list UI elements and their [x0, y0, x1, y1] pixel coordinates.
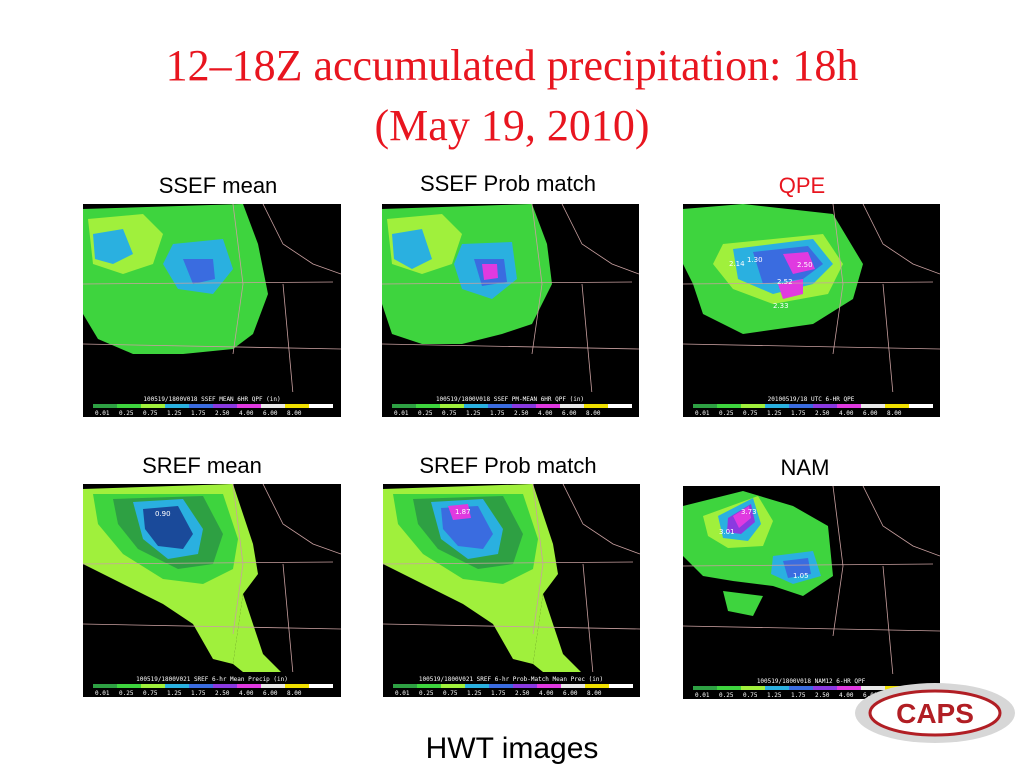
caption-ssef-mean: 100519/1800V018 SSEF MEAN 6HR QPF (in): [143, 396, 280, 403]
svg-text:0.010.250.751.251.752.504.006.: 0.010.250.751.251.752.504.006.008.00: [95, 410, 302, 417]
nam-value-2: 3.01: [719, 528, 735, 536]
qpe-value-2: 1.30: [747, 256, 763, 264]
sref-prob-match-value: 1.87: [455, 508, 471, 516]
slide-title-line2: (May 19, 2010): [374, 101, 650, 150]
panel-label-qpe: QPE: [778, 173, 826, 198]
map-panel-qpe: 2.14 1.30 2.50 2.52 2.33 20100519/18 UTC…: [683, 204, 940, 417]
caps-logo: CAPS: [850, 678, 1020, 748]
panel-label-nam: NAM: [780, 455, 830, 480]
qpe-value-5: 2.33: [773, 302, 789, 310]
svg-text:3.73 3.01 1.05: 3.73 3.01 1.05: [719, 508, 809, 580]
map-panel-ssef-mean: 100519/1800V018 SSEF MEAN 6HR QPF (in) 0…: [83, 204, 341, 417]
qpe-value-3: 2.50: [797, 261, 813, 269]
caption-sref-mean: 100519/1800V021 SREF 6-hr Mean Precip (i…: [136, 676, 288, 683]
sref-mean-value: 0.90: [155, 510, 171, 518]
svg-text:0.010.250.751.251.752.504.006.: 0.010.250.751.251.752.504.006.008.00: [395, 690, 602, 697]
svg-text:0.010.250.751.251.752.504.006.: 0.010.250.751.251.752.504.006.008.00: [695, 410, 902, 417]
map-panel-sref-prob-match: 1.87 100519/1800V021 SREF 6-hr Prob-Matc…: [383, 484, 640, 697]
caption-qpe: 20100519/18 UTC 6-HR QPE: [768, 396, 855, 403]
slide-title-line1: 12–18Z accumulated precipitation: 18h: [165, 41, 859, 90]
panel-label-ssef-prob-match: SSEF Prob match: [419, 171, 597, 196]
qpe-value-1: 2.14: [729, 260, 745, 268]
logo-text: CAPS: [896, 698, 974, 729]
caption-ssef-prob-match: 100519/1800V018 SSEF PM-MEAN 6HR QPF (in…: [436, 396, 584, 403]
qpe-value-4: 2.52: [777, 278, 793, 286]
panel-label-ssef-mean: SSEF mean: [158, 173, 278, 198]
caption-sref-prob-match: 100519/1800V021 SREF 6-hr Prob-Match Mea…: [419, 676, 603, 683]
nam-value-1: 3.73: [741, 508, 757, 516]
panel-label-sref-prob-match: SREF Prob match: [419, 453, 597, 478]
caption-nam: 100519/1800V018 NAM12 6-HR QPF: [757, 678, 866, 685]
map-panel-ssef-prob-match: 100519/1800V018 SSEF PM-MEAN 6HR QPF (in…: [382, 204, 639, 417]
map-panel-nam: 3.73 3.01 1.05 100519/1800V018 NAM12 6-H…: [683, 486, 940, 699]
panel-label-sref-mean: SREF mean: [142, 453, 262, 478]
svg-text:0.010.250.751.251.752.504.006.: 0.010.250.751.251.752.504.006.008.00: [394, 410, 601, 417]
nam-value-3: 1.05: [793, 572, 809, 580]
footer-caption: HWT images: [425, 732, 599, 765]
svg-text:0.010.250.751.251.752.504.006.: 0.010.250.751.251.752.504.006.008.00: [95, 690, 302, 697]
map-panel-sref-mean: 0.90 100519/1800V021 SREF 6-hr Mean Prec…: [83, 484, 341, 697]
svg-text:2.14 1.30 2.50: 2.14 1.30 2.50 2.52 2.33: [729, 256, 815, 310]
